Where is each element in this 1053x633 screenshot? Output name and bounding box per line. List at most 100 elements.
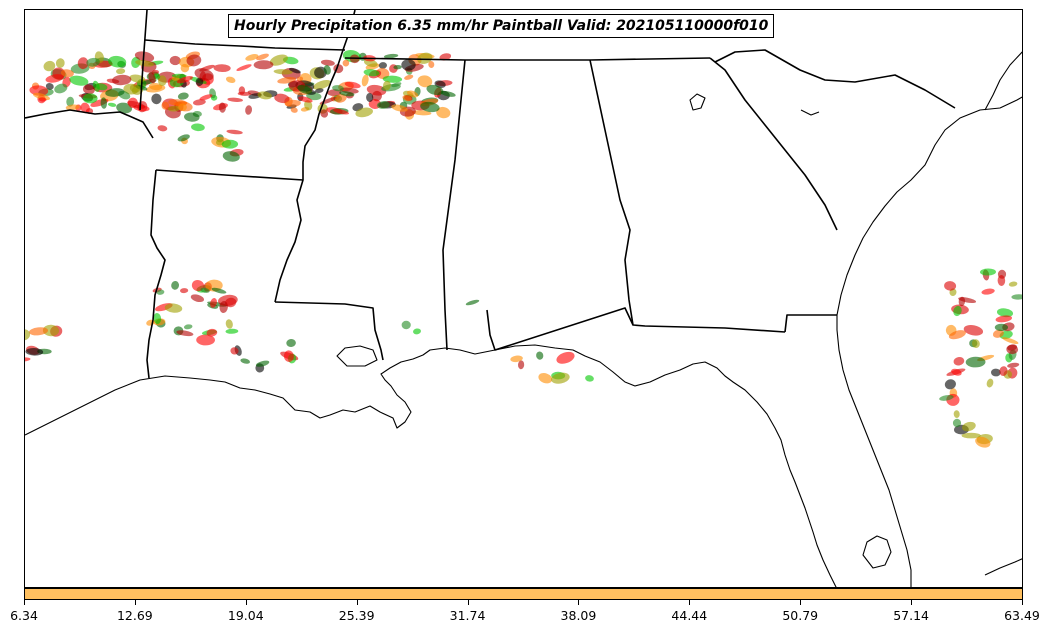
precip-blob xyxy=(285,99,301,107)
northeast-coastline xyxy=(984,51,1022,111)
border-al-ga xyxy=(589,59,634,326)
colorbar-tick xyxy=(467,600,469,605)
precip-blob xyxy=(221,139,239,149)
precip-blob xyxy=(227,97,243,102)
colorbar-tick-label: 12.69 xyxy=(116,608,153,623)
precip-blob xyxy=(225,76,236,84)
florida-islands xyxy=(984,558,1022,576)
precip-blob xyxy=(992,329,1004,338)
precip-blob xyxy=(55,58,65,68)
colorbar-tick-label: 25.39 xyxy=(338,608,375,623)
precip-blob xyxy=(951,368,962,376)
precip-blob xyxy=(404,74,414,80)
colorbar-tick-label: 44.44 xyxy=(671,608,708,623)
precip-blob xyxy=(253,60,274,70)
precip-blob xyxy=(980,268,996,276)
precip-blob xyxy=(80,102,90,114)
precip-blob xyxy=(171,281,180,290)
precip-blob xyxy=(161,101,170,110)
precip-blob xyxy=(236,64,252,71)
precip-blob xyxy=(210,298,217,308)
precip-blob xyxy=(38,97,47,102)
precip-blob xyxy=(996,308,1014,318)
precip-blob xyxy=(191,123,205,132)
precip-blob xyxy=(116,102,133,114)
precip-blob xyxy=(382,80,391,91)
precip-blob xyxy=(971,339,980,348)
paintball-layer xyxy=(25,50,1022,448)
precip-blob xyxy=(465,299,480,306)
precip-blob xyxy=(536,351,544,360)
precip-blob xyxy=(25,329,31,341)
precip-blob xyxy=(184,112,200,122)
precip-blob xyxy=(176,76,193,84)
precip-blob xyxy=(939,394,954,401)
colorbar-tick-label: 31.74 xyxy=(449,608,486,623)
precip-blob xyxy=(176,330,194,337)
precip-blob xyxy=(65,104,80,111)
precip-blob xyxy=(240,358,251,364)
precip-blob xyxy=(199,94,213,101)
border-la-ms-south xyxy=(274,301,384,361)
colorbar-tick xyxy=(911,600,913,605)
precip-blob xyxy=(25,347,44,356)
border-tx-la xyxy=(146,169,166,379)
precip-blob xyxy=(376,101,390,109)
precip-blob xyxy=(1008,281,1018,287)
precip-blob xyxy=(230,347,239,355)
precip-blob xyxy=(963,325,984,336)
precip-blob xyxy=(273,69,293,75)
precip-blob xyxy=(297,84,313,95)
precip-blob xyxy=(428,61,435,68)
precip-blob xyxy=(206,328,218,337)
precip-blob xyxy=(178,103,187,111)
precip-blob xyxy=(211,287,227,294)
colorbar-tick-label: 19.04 xyxy=(227,608,264,623)
precip-blob xyxy=(953,356,965,366)
precip-blob xyxy=(304,100,313,111)
precip-blob xyxy=(226,129,243,135)
precip-blob xyxy=(997,275,1006,286)
precip-blob xyxy=(180,63,190,73)
precip-blob xyxy=(551,372,570,384)
precip-blob xyxy=(25,357,31,362)
precip-blob xyxy=(86,57,100,67)
colorbar-tick xyxy=(689,600,691,605)
precip-blob xyxy=(148,72,156,84)
map-panel xyxy=(24,9,1023,588)
precip-blob xyxy=(82,93,98,104)
precip-blob xyxy=(42,324,60,337)
precip-blob xyxy=(196,334,215,346)
precip-blob xyxy=(315,88,324,93)
precip-blob xyxy=(255,360,270,367)
precip-blob xyxy=(320,59,335,66)
border-mississippi-river xyxy=(274,10,356,303)
colorbar-tick xyxy=(134,600,136,605)
precip-blob xyxy=(323,65,331,75)
precip-blob xyxy=(313,80,331,90)
precip-blob xyxy=(296,76,304,82)
precip-blob xyxy=(153,313,162,324)
precip-blob xyxy=(342,59,350,67)
precip-blob xyxy=(105,88,125,97)
precip-blob xyxy=(440,90,456,97)
precip-blob xyxy=(274,93,290,104)
precip-blob xyxy=(186,54,202,67)
precip-blob xyxy=(401,320,411,330)
precip-blob xyxy=(183,324,193,330)
precip-blob xyxy=(436,106,451,119)
precip-blob xyxy=(60,69,74,78)
colorbar-tick-label: 38.09 xyxy=(560,608,597,623)
precip-blob xyxy=(66,96,75,107)
precip-blob xyxy=(417,75,433,88)
precip-blob xyxy=(1006,344,1019,355)
border-nc-sc xyxy=(714,49,956,109)
colorbar xyxy=(24,588,1023,600)
border-ms-al xyxy=(442,59,466,351)
precip-blob xyxy=(344,81,361,89)
precip-blob xyxy=(112,74,132,86)
precip-blob xyxy=(190,294,205,303)
precip-blob xyxy=(107,102,117,107)
precip-blob xyxy=(413,328,421,335)
precip-blob xyxy=(167,105,181,112)
